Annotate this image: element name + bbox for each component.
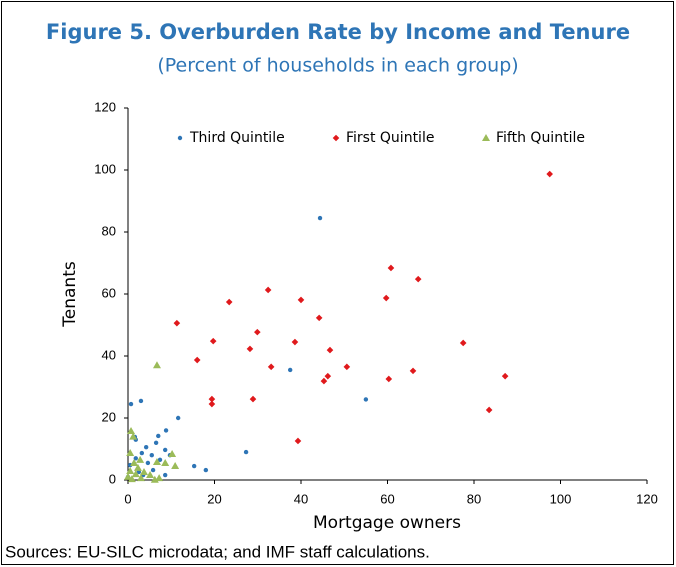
legend-label: First Quintile: [346, 130, 434, 146]
point: [149, 453, 154, 458]
point: [208, 400, 216, 408]
point: [191, 463, 197, 469]
x-tick-label: 20: [207, 491, 221, 506]
point: [267, 363, 275, 371]
point: [546, 170, 553, 178]
point: [162, 472, 168, 478]
point: [297, 296, 305, 304]
point: [152, 361, 161, 369]
point: [264, 286, 272, 294]
point: [414, 275, 422, 283]
point: [320, 377, 328, 385]
point: [485, 406, 493, 414]
legend-label: Fifth Quintile: [496, 130, 585, 146]
point: [409, 367, 417, 375]
point: [387, 264, 395, 272]
x-tick-label: 60: [380, 491, 394, 506]
point: [326, 346, 334, 354]
x-axis-label: Mortgage owners: [313, 513, 461, 533]
point: [130, 458, 139, 466]
point: [193, 356, 201, 364]
point: [168, 449, 177, 457]
point: [150, 475, 159, 483]
point: [145, 460, 151, 466]
point: [173, 319, 181, 327]
point: [131, 470, 140, 478]
y-tick-label: 100: [94, 161, 116, 176]
point: [225, 298, 233, 306]
point: [382, 294, 390, 302]
point: [287, 367, 293, 373]
point: [162, 447, 168, 453]
legend-marker: [332, 134, 340, 142]
point: [126, 449, 135, 457]
y-axis-label: Tenants: [60, 261, 80, 328]
legend-label: Third Quintile: [189, 130, 285, 146]
point: [150, 467, 156, 473]
point: [127, 475, 136, 483]
point: [155, 474, 164, 482]
point: [136, 455, 145, 463]
x-tick-label: 100: [550, 491, 572, 506]
point: [133, 463, 142, 471]
x-tick-label: 120: [636, 491, 658, 506]
point: [175, 415, 181, 421]
point: [126, 467, 135, 475]
point: [324, 372, 332, 380]
point: [385, 375, 393, 383]
legend-marker: [482, 134, 490, 141]
point: [501, 372, 509, 380]
point: [249, 395, 257, 403]
y-tick-label: 20: [102, 409, 116, 424]
point: [203, 467, 209, 473]
point: [363, 397, 369, 402]
x-tick-label: 0: [124, 491, 131, 506]
point: [254, 328, 261, 336]
chart-subtitle: (Percent of households in each group): [157, 55, 518, 77]
legend-marker: [177, 135, 183, 141]
point: [146, 471, 155, 479]
x-tick-label: 80: [467, 491, 481, 506]
point: [127, 427, 136, 435]
y-tick-label: 40: [102, 347, 116, 362]
point: [124, 472, 132, 480]
point: [291, 338, 299, 346]
point: [129, 432, 138, 440]
point: [140, 467, 149, 475]
source-note: Sources: EU-SILC microdata; and IMF staf…: [5, 542, 430, 561]
point: [317, 215, 323, 221]
point: [153, 440, 159, 445]
point: [136, 474, 145, 482]
y-tick-label: 0: [109, 471, 116, 486]
point: [246, 345, 254, 353]
point: [139, 450, 145, 456]
point: [152, 458, 161, 466]
chart-title: Figure 5. Overburden Rate by Income and …: [46, 20, 630, 44]
point: [343, 363, 351, 371]
point: [209, 337, 217, 345]
point: [157, 457, 163, 463]
point: [161, 458, 170, 466]
point: [156, 433, 161, 439]
y-tick-label: 80: [102, 223, 116, 238]
point: [133, 456, 138, 461]
point: [243, 449, 249, 455]
point: [128, 401, 134, 407]
point: [138, 398, 144, 404]
point: [163, 428, 169, 433]
y-tick-label: 60: [102, 285, 116, 300]
x-tick-label: 40: [294, 491, 308, 506]
point: [315, 314, 323, 322]
point: [459, 339, 467, 347]
point: [208, 395, 216, 403]
point: [294, 437, 302, 445]
point: [143, 444, 149, 450]
y-tick-label: 120: [94, 99, 116, 114]
point: [171, 462, 180, 470]
